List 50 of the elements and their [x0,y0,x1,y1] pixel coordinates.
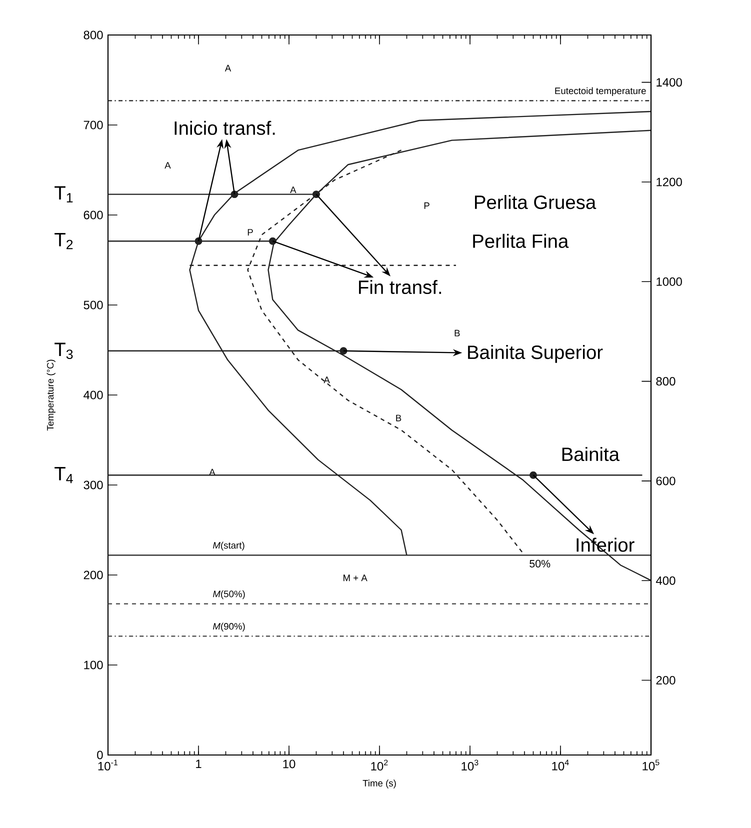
y-tick-label: 100 [84,660,103,670]
series-label: T$_{4}$ [54,467,73,484]
y-tick-label: 200 [84,570,103,580]
y-axis-title: Temperature (°C) [46,360,56,431]
series-label: 50% [530,560,550,568]
annotation: B [396,414,402,422]
annotation: A [224,64,232,72]
y-tick-label: 300 [84,480,103,490]
annotation: Fin transf. [359,280,442,294]
y2-tick-label: 200 [656,676,676,685]
y-tick-label: 400 [84,390,103,400]
annotation: Perlita Fina [473,234,569,248]
x-tick-label: 10$^{4}$ [552,760,569,770]
ref-line-label: M(90%) [213,622,245,632]
y2-tick-label: 400 [656,576,676,585]
annotation: A [290,186,296,194]
annotation: Inicio transf. [174,120,275,135]
y-tick-label: 0 [97,750,103,760]
x-tick-label: 10 [283,760,296,768]
ref-line-label: Eutectoid temperature [555,87,646,96]
annotation: B [454,330,460,336]
y2-tick-label: 1000 [656,277,682,286]
ref-line-label: M(start) [213,542,244,550]
x-tick-label: 1 [196,760,202,768]
y2-tick-label: 1400 [656,78,682,87]
annotation: P [248,229,253,236]
x-axis-title: Time (s) [362,780,396,788]
series-label: T$_{3}$ [54,342,73,360]
y-tick-label: 700 [84,120,103,130]
y-tick-label: 800 [84,30,103,40]
series-label: T$_{2}$ [54,233,73,250]
annotation: Bainita [562,447,620,462]
x-tick-label: 10$^{5}$ [642,760,660,770]
x-tick-label: 10$^{-1}$ [98,760,118,770]
y-tick-label: 500 [84,300,103,310]
ref-line-label: M(50%) [213,590,245,600]
annotation: A [324,376,330,384]
annotation: Perlita Gruesa [475,194,596,210]
annotation: Bainita Superior [468,345,603,363]
annotation: A [209,468,216,476]
x-tick-label: 10$^{2}$ [371,760,388,771]
annotation: A [164,162,171,169]
series-label: T$_{1}$ [54,186,73,202]
y2-tick-label: 1200 [656,178,682,186]
y2-tick-label: 600 [656,476,676,486]
y2-tick-label: 800 [656,377,676,386]
y-tick-label: 600 [84,210,103,220]
annotation: M + A [344,574,368,582]
annotation: P [424,202,430,209]
x-tick-label: 10$^{3}$ [462,760,478,771]
